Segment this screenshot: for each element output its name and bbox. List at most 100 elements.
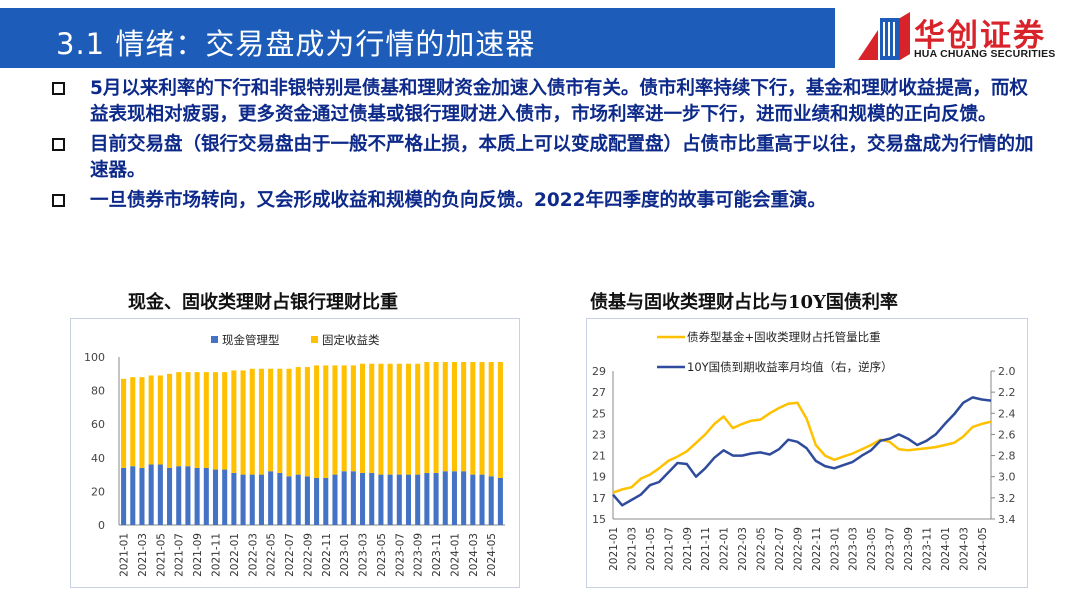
bar-segment	[258, 474, 264, 525]
x-tick-label: 2023-01	[829, 527, 841, 571]
x-tick-label: 2022-07	[284, 533, 296, 577]
x-tick-label: 2023-09	[413, 533, 425, 577]
bar-segment	[167, 373, 173, 468]
x-tick-label: 2023-09	[903, 527, 915, 571]
y-tick-label: 60	[91, 418, 105, 431]
bar-segment	[121, 378, 127, 468]
bar-segment	[415, 363, 421, 475]
left-y-tick-label: 21	[592, 450, 606, 463]
x-tick-label: 2022-05	[266, 533, 278, 577]
x-tick-label: 2023-05	[376, 533, 388, 577]
bar-segment	[461, 362, 467, 472]
logo-en-text: HUA CHUANG SECURITIES	[914, 48, 1056, 60]
x-tick-label: 2021-11	[211, 533, 223, 577]
bar-segment	[157, 464, 163, 525]
bullet-item: 目前交易盘（银行交易盘由于一般不严格止损，本质上可以变成配置盘）占债市比重高于以…	[52, 132, 1042, 184]
y-tick-label: 20	[91, 485, 105, 498]
bar-segment	[167, 467, 173, 525]
bullet-text: 一旦债券市场转向，又会形成收益和规模的负向反馈。2022年四季度的故事可能会重演…	[90, 190, 826, 211]
square-bullet-icon	[52, 138, 65, 151]
x-tick-label: 2021-09	[682, 527, 694, 571]
bar-segment	[323, 365, 329, 478]
bar-segment	[479, 474, 485, 525]
y-tick-label: 40	[91, 452, 105, 465]
left-y-tick-label: 27	[592, 386, 606, 399]
square-bullet-icon	[52, 82, 65, 95]
bar-segment	[415, 474, 421, 525]
bar-segment	[442, 362, 448, 472]
x-tick-label: 2022-11	[811, 527, 823, 571]
x-tick-label: 2021-01	[119, 533, 131, 577]
page-title: 3.1 情绪：交易盘成为行情的加速器	[56, 27, 536, 61]
bar-segment	[451, 362, 457, 472]
bar-segment	[148, 375, 154, 465]
left-y-tick-label: 15	[592, 513, 606, 526]
left-y-tick-label: 19	[592, 471, 606, 484]
x-tick-label: 2022-01	[229, 533, 241, 577]
legend-label: 债券型基金+固收类理财占托管量比重	[687, 330, 881, 344]
bar-segment	[304, 367, 310, 477]
x-tick-label: 2022-09	[792, 527, 804, 571]
x-tick-label: 2023-03	[848, 527, 860, 571]
chart1-title: 现金、固收类理财占银行理财比重	[128, 292, 398, 313]
bar-segment	[222, 372, 228, 470]
bar-segment	[332, 365, 338, 475]
bar-segment	[249, 474, 255, 525]
bar-segment	[231, 370, 237, 473]
x-tick-label: 2024-03	[958, 527, 970, 571]
x-tick-label: 2022-03	[737, 527, 749, 571]
legend-label: 现金管理型	[222, 333, 280, 347]
x-tick-label: 2022-01	[719, 527, 731, 571]
bullet-item: 一旦债券市场转向，又会形成收益和规模的负向反馈。2022年四季度的故事可能会重演…	[52, 188, 1042, 214]
chart1-panel: 现金管理型 固定收益类 0 20 40 60 80 100 2021-01 2021-03 2021…	[70, 318, 520, 588]
title-bar: 3.1 情绪：交易盘成为行情的加速器	[0, 8, 835, 68]
x-tick-label: 2023-07	[885, 527, 897, 571]
right-y-tick-label: 3.4	[998, 513, 1016, 526]
bar-segment	[369, 472, 375, 525]
bar-segment	[157, 375, 163, 465]
bar-segment	[222, 469, 228, 525]
bar-segment	[479, 362, 485, 475]
x-tick-label: 2022-11	[321, 533, 333, 577]
left-y-tick-label: 17	[592, 492, 606, 505]
brand-logo: 华创证券 HUA CHUANG SECURITIES	[856, 10, 1066, 66]
x-tick-label: 2023-05	[866, 527, 878, 571]
bar-segment	[497, 477, 503, 525]
legend-swatch	[311, 336, 318, 343]
x-tick-label: 2023-03	[358, 533, 370, 577]
bar-segment	[212, 372, 219, 470]
chart2-title: 债基与固收类理财占比与10Y国债利率	[590, 292, 898, 313]
bar-segment	[194, 467, 200, 525]
x-tick-label: 2023-07	[394, 533, 406, 577]
bar-segment	[176, 372, 182, 467]
bar-segment	[277, 368, 283, 473]
bar-segment	[442, 471, 448, 525]
bar-segment	[304, 476, 310, 525]
left-y-tick-label: 23	[592, 428, 606, 441]
y-tick-label: 100	[84, 351, 105, 364]
right-y-tick-label: 2.6	[998, 428, 1016, 441]
x-tick-label: 2021-09	[192, 533, 204, 577]
x-tick-label: 2024-05	[486, 533, 498, 577]
bar-segment	[185, 466, 191, 525]
x-tick-label: 2022-05	[756, 527, 768, 571]
bar-segment	[176, 466, 182, 525]
left-y-tick-label: 25	[592, 407, 606, 420]
x-tick-label: 2022-09	[302, 533, 314, 577]
bar-segment	[350, 471, 356, 525]
y-tick-label: 80	[91, 385, 105, 398]
logo-mark-icon	[858, 12, 910, 60]
x-tick-label: 2023-11	[921, 527, 933, 571]
right-y-tick-label: 3.0	[998, 471, 1016, 484]
bullet-text: 目前交易盘（银行交易盘由于一般不严格止损，本质上可以变成配置盘）占债市比重高于以…	[90, 134, 1034, 181]
bar-segment	[212, 469, 219, 525]
bar-segment	[203, 372, 209, 468]
bar-segment	[314, 365, 320, 478]
bar-segment	[424, 472, 430, 525]
logo-cn-text: 华创证券	[914, 18, 1046, 54]
legend-label: 固定收益类	[322, 333, 380, 347]
bar-segment	[231, 472, 237, 525]
x-tick-label: 2023-11	[431, 533, 443, 577]
bar-segment	[286, 368, 292, 477]
bar-segment	[194, 372, 200, 468]
